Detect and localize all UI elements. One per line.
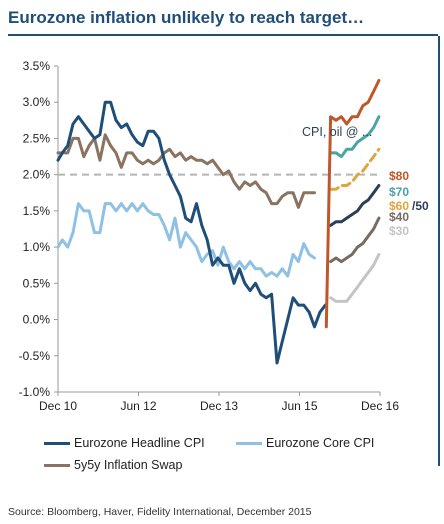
y-tick-label: 3.5%	[23, 59, 51, 73]
legend-swatch	[44, 463, 70, 467]
series-line-50	[329, 184, 381, 227]
y-tick-label: 3.0%	[23, 95, 51, 109]
oil-price-label: $70	[389, 185, 409, 199]
y-tick-label: 1.0%	[23, 240, 51, 254]
y-tick-label: 2.0%	[23, 168, 51, 182]
x-tick-label: Dec 10	[39, 399, 77, 413]
oil-price-label: $80	[389, 169, 409, 183]
legend-label: Eurozone Headline CPI	[74, 436, 205, 450]
series-line-60	[329, 147, 381, 191]
series-line-40	[329, 216, 381, 264]
oil-price-label: $60	[389, 199, 409, 213]
y-tick-label: 2.5%	[23, 131, 51, 145]
series-line-5y5y-inflation-swap	[56, 133, 316, 209]
legend-item-headline-cpi: Eurozone Headline CPI	[44, 436, 205, 450]
y-tick-label: -0.5%	[19, 349, 51, 363]
legend-item-inflation-swap: 5y5y Inflation Swap	[44, 458, 182, 472]
chart-title: Eurozone inflation unlikely to reach tar…	[8, 8, 365, 27]
x-tick-label: Dec 16	[361, 399, 399, 413]
oil-price-label: $40	[389, 210, 409, 224]
y-tick-label: 1.5%	[23, 204, 51, 218]
legend-item-core-cpi: Eurozone Core CPI	[236, 436, 374, 450]
annotation-text: CPI, oil @ ...	[302, 125, 372, 139]
x-tick-label: Dec 13	[200, 399, 238, 413]
y-tick-label: 0.0%	[23, 313, 51, 327]
legend-label: Eurozone Core CPI	[266, 436, 375, 450]
y-tick-label: 0.5%	[23, 276, 51, 290]
series-line-30	[329, 252, 381, 303]
side-rule	[438, 36, 440, 466]
y-tick-label: -1.0%	[19, 385, 51, 399]
x-tick-label: Jun 12	[120, 399, 156, 413]
oil-price-label: $30	[389, 224, 409, 238]
x-tick-label: Jun 15	[281, 399, 317, 413]
series-line-80	[324, 79, 381, 329]
title-rule	[8, 34, 438, 36]
series-line-eurozone-core-cpi	[56, 202, 316, 278]
oil-price-label: /50	[412, 199, 429, 213]
source-note: Source: Bloomberg, Haver, Fidelity Inter…	[8, 506, 312, 518]
legend-label: 5y5y Inflation Swap	[74, 458, 183, 472]
line-chart: 3.5% 3.0% 2.5% 2.0% 1.5% 1.0% 0.5% 0.0% -0.5% -1.…	[19, 59, 429, 413]
legend-swatch	[236, 441, 262, 445]
legend-swatch	[44, 441, 70, 445]
series-line-eurozone-headline-cpi	[56, 100, 327, 365]
series-line-70	[329, 115, 381, 159]
